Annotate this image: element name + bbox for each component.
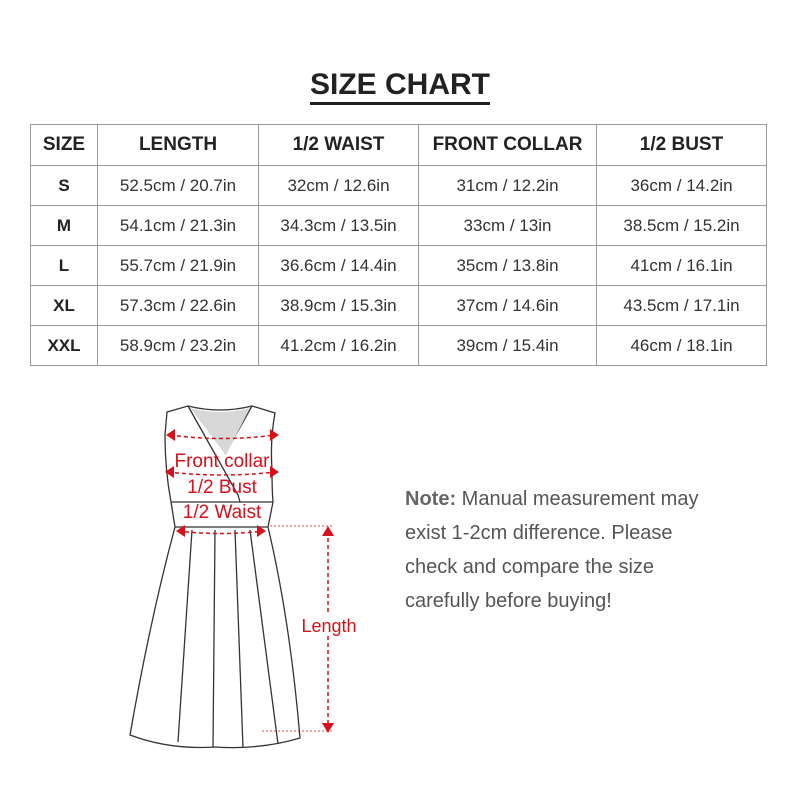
- note: Note: Manual measurement may exist 1-2cm…: [405, 482, 725, 618]
- measurement-cell: 38.5cm / 15.2in: [596, 205, 767, 246]
- measurement-cell: 41cm / 16.1in: [596, 245, 767, 286]
- header-size: SIZE: [30, 124, 98, 166]
- size-table: SIZE LENGTH 1/2 WAIST FRONT COLLAR 1/2 B…: [30, 124, 767, 366]
- table-row: XL 57.3cm / 22.6in 38.9cm / 15.3in 37cm / 1…: [30, 285, 767, 326]
- measurement-cell: 54.1cm / 21.3in: [97, 205, 259, 246]
- size-cell: M: [30, 205, 98, 246]
- measurement-cell: 43.5cm / 17.1in: [596, 285, 767, 326]
- header-waist: 1/2 WAIST: [258, 124, 419, 166]
- size-cell: L: [30, 245, 98, 286]
- label-waist: 1/2 Waist: [183, 502, 262, 523]
- label-length: Length: [301, 616, 356, 636]
- measurement-cell: 57.3cm / 22.6in: [97, 285, 259, 326]
- label-bust: 1/2 Bust: [187, 477, 257, 498]
- measurement-cell: 39cm / 15.4in: [418, 325, 597, 366]
- page-title: SIZE CHART: [0, 68, 800, 105]
- measurement-cell: 35cm / 13.8in: [418, 245, 597, 286]
- measurement-cell: 58.9cm / 23.2in: [97, 325, 259, 366]
- arrow-heads: [165, 429, 334, 733]
- note-text: Manual measurement may exist 1-2cm diffe…: [405, 488, 699, 612]
- measurement-cell: 33cm / 13in: [418, 205, 597, 246]
- measurement-cell: 37cm / 14.6in: [418, 285, 597, 326]
- measurement-cell: 36cm / 14.2in: [596, 165, 767, 206]
- header-length: LENGTH: [97, 124, 259, 166]
- note-label: Note:: [405, 488, 457, 510]
- measurement-cell: 41.2cm / 16.2in: [258, 325, 419, 366]
- title-text: SIZE CHART: [310, 68, 490, 105]
- neckline-shading: [190, 408, 250, 455]
- measurement-cell: 38.9cm / 15.3in: [258, 285, 419, 326]
- measurement-cell: 32cm / 12.6in: [258, 165, 419, 206]
- measurement-cell: 52.5cm / 20.7in: [97, 165, 259, 206]
- header-bust: 1/2 BUST: [596, 124, 767, 166]
- table-header-row: SIZE LENGTH 1/2 WAIST FRONT COLLAR 1/2 B…: [30, 124, 767, 166]
- size-cell: XXL: [30, 325, 98, 366]
- label-front-collar: Front collar: [174, 451, 270, 472]
- measurement-cell: 55.7cm / 21.9in: [97, 245, 259, 286]
- table-row: XXL 58.9cm / 23.2in 41.2cm / 16.2in 39cm / …: [30, 325, 767, 366]
- measurement-cell: 46cm / 18.1in: [596, 325, 767, 366]
